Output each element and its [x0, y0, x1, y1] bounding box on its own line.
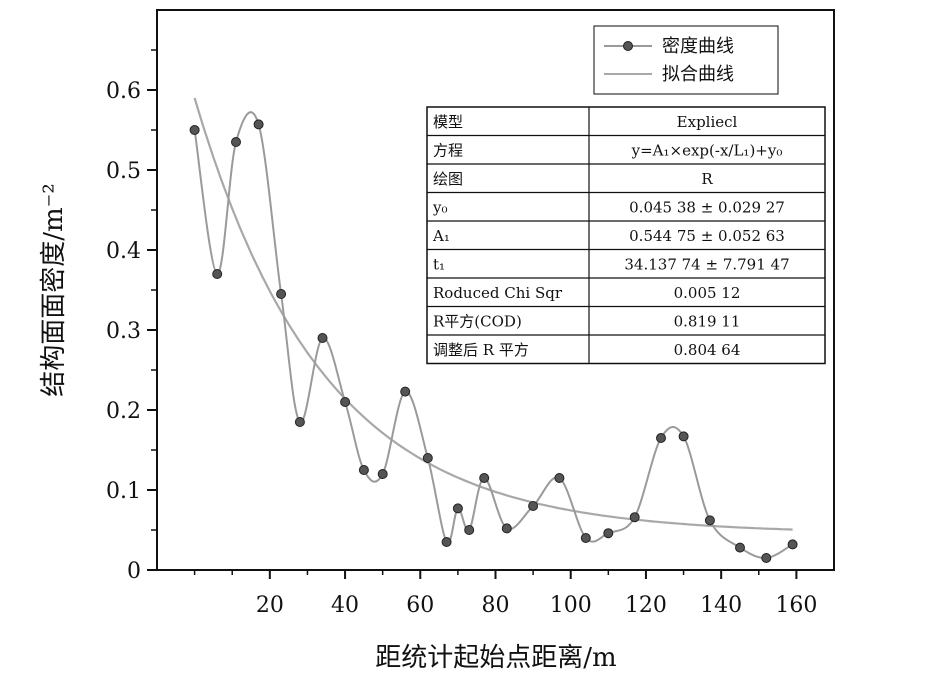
x-tick-label: 140 [700, 593, 742, 618]
density-point [761, 553, 772, 563]
x-axis: 20 40 60 80 100 120 140 160 [193, 570, 817, 618]
density-point [580, 533, 591, 543]
y-tick-label: 0.4 [106, 239, 141, 264]
fit-table-key: 模型 [433, 113, 463, 131]
y-tick-label: 0 [127, 559, 141, 584]
fit-table-value: 0.819 11 [674, 312, 741, 330]
fit-table-key: t₁ [433, 255, 445, 273]
density-curve-group [189, 111, 798, 563]
density-point [294, 417, 305, 427]
x-tick-label: 120 [625, 593, 667, 618]
y-tick-label: 0.6 [106, 79, 141, 104]
fit-table-value: 34.137 74 ± 7.791 47 [624, 255, 789, 273]
density-point [735, 542, 745, 553]
y-tick-label: 0.1 [106, 479, 141, 504]
density-point [276, 289, 287, 299]
fit-table-frame [426, 106, 826, 365]
density-point [452, 503, 463, 514]
legend: 密度曲线 拟合曲线 [593, 25, 779, 95]
y-axis: 0 0.1 0.2 0.3 0.4 0.5 0.6 [106, 49, 157, 584]
density-point [704, 515, 715, 526]
legend-density-label: 密度曲线 [662, 36, 734, 57]
fit-table-key: y₀ [432, 198, 448, 216]
density-point [377, 469, 388, 479]
legend-fit-label: 拟合曲线 [662, 64, 734, 85]
density-point [189, 125, 200, 135]
fit-table-key: R平方(COD) [433, 312, 522, 330]
fit-table-value: 0.005 12 [674, 284, 741, 302]
y-axis-title: 结构面面密度/m⁻² [39, 183, 69, 397]
y-tick-label: 0.3 [106, 319, 141, 344]
fit-table-key: 调整后 R 平方 [433, 341, 529, 359]
density-point [400, 386, 411, 397]
fit-table-value: Expliecl [677, 113, 738, 131]
density-point [358, 465, 369, 475]
density-point [528, 501, 539, 511]
fit-table-value: R [701, 170, 713, 188]
density-point [340, 397, 351, 407]
fit-table-value: 0.804 64 [674, 341, 741, 359]
fit-table-key: 方程 [433, 141, 463, 159]
density-point [231, 137, 241, 147]
y-tick-label: 0.5 [106, 159, 141, 184]
density-point [317, 333, 328, 343]
x-axis-title: 距统计起始点距离/m [375, 643, 616, 673]
fit-table: 模型 Expliecl 方程 y=A₁×exp(-x/L₁)+y₀ 绘图 Ry₀ 0.045… [426, 106, 826, 365]
legend-box [593, 25, 779, 95]
density-point [464, 525, 475, 535]
fit-table-value: 0.544 75 ± 0.052 63 [629, 227, 785, 245]
fit-table-value: y=A₁×exp(-x/L₁)+y₀ [631, 141, 783, 159]
fit-table-key: A₁ [432, 227, 450, 245]
density-point [678, 431, 689, 442]
density-point [212, 269, 223, 279]
x-tick-label: 80 [482, 593, 510, 618]
x-tick-label: 40 [331, 593, 359, 618]
x-tick-label: 60 [406, 593, 434, 618]
density-point [603, 528, 614, 539]
fit-curve-group [193, 97, 793, 531]
density-point [422, 453, 433, 463]
density-point [253, 119, 264, 130]
y-tick-label: 0.2 [106, 399, 141, 424]
fit-curve [193, 97, 793, 531]
density-point [479, 473, 490, 483]
density-point [629, 512, 640, 523]
x-tick-label: 100 [550, 593, 592, 618]
density-point [501, 523, 512, 534]
density-point [554, 473, 565, 483]
fit-table-key: Roduced Chi Sqr [433, 284, 563, 302]
fit-table-value: 0.045 38 ± 0.029 27 [629, 198, 785, 216]
density-point [787, 539, 798, 550]
density-point [656, 433, 666, 443]
x-tick-label: 160 [775, 593, 817, 618]
legend-density-marker [623, 41, 633, 51]
density-point [441, 537, 452, 547]
x-tick-label: 20 [256, 593, 284, 618]
fit-table-key: 绘图 [433, 170, 463, 188]
